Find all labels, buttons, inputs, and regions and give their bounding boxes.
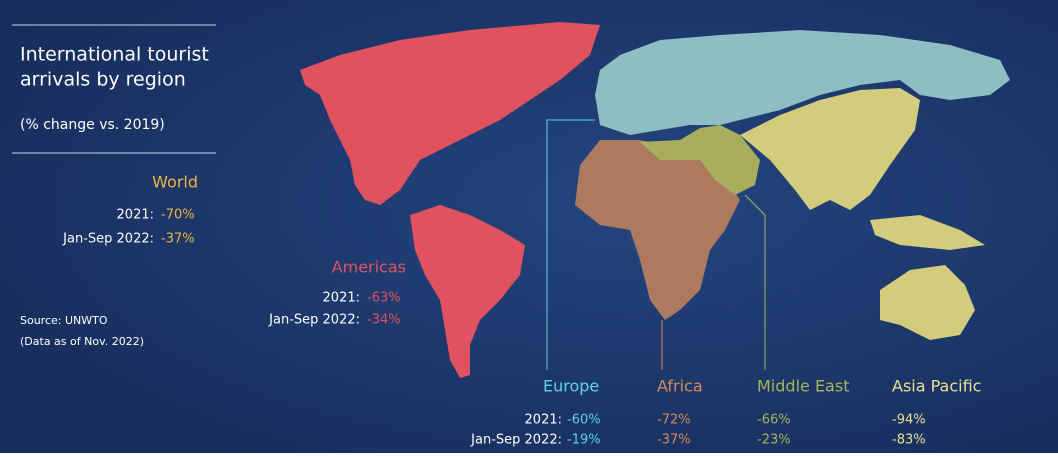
region-value: -83%	[892, 433, 926, 448]
region-value: -70%	[161, 208, 195, 223]
row-label: 2021:	[323, 291, 360, 306]
region-value: -63%	[367, 291, 401, 306]
middle-east	[640, 125, 760, 195]
region-value: -72%	[657, 413, 691, 428]
region-value: -19%	[567, 433, 601, 448]
region-name: Middle East	[757, 377, 849, 396]
row-label: Jan-Sep 2022:	[62, 232, 154, 247]
se-asia-islands	[870, 215, 985, 250]
africa	[575, 140, 740, 320]
title: International tourist	[20, 44, 209, 66]
region-value: -34%	[367, 313, 401, 328]
subtitle: (% change vs. 2019)	[20, 117, 165, 133]
middle-east-leader	[744, 194, 766, 370]
asia-pacific	[740, 88, 920, 210]
region-value: -60%	[567, 413, 601, 428]
south-america	[410, 205, 525, 378]
row-label: Jan-Sep 2022:	[470, 433, 562, 448]
region-value: -66%	[757, 413, 791, 428]
region-value: -37%	[657, 433, 691, 448]
note: (Data as of Nov. 2022)	[20, 335, 144, 348]
world-map	[300, 22, 1010, 378]
row-label: Jan-Sep 2022:	[268, 313, 360, 328]
region-value: -23%	[757, 433, 791, 448]
row-label: 2021:	[117, 208, 154, 223]
region-name: Americas	[332, 258, 406, 277]
europe-leader	[546, 119, 595, 370]
australia	[880, 265, 975, 340]
source: Source: UNWTO	[20, 314, 108, 327]
region-name: World	[152, 173, 198, 192]
europe-russia	[595, 30, 1010, 135]
region-name: Africa	[657, 377, 703, 396]
region-name: Europe	[543, 377, 599, 396]
region-name: Asia Pacific	[892, 377, 981, 396]
title: arrivals by region	[20, 69, 186, 91]
row-label: 2021:	[525, 413, 562, 428]
region-value: -94%	[892, 413, 926, 428]
region-value: -37%	[161, 232, 195, 247]
leader-lines	[546, 119, 766, 370]
north-america	[300, 22, 600, 205]
